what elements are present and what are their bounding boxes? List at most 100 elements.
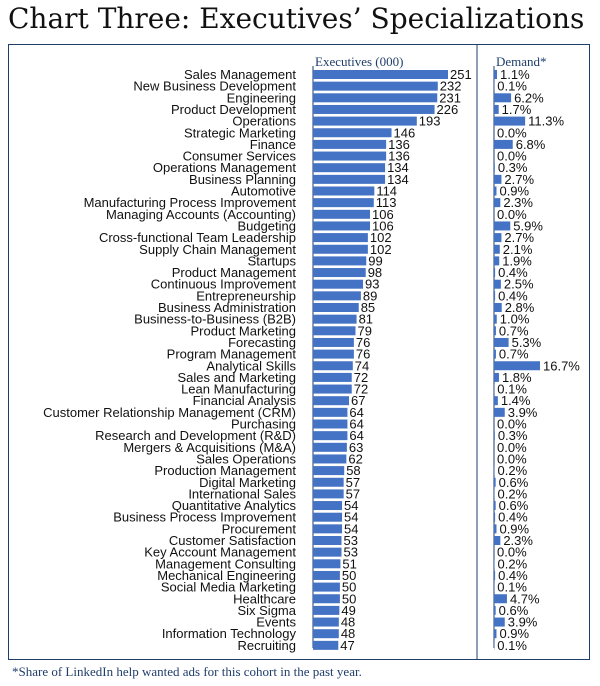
- executives-value-label: 72: [354, 370, 368, 385]
- executives-bar: [313, 605, 340, 615]
- demand-value-label: 0.1%: [497, 580, 527, 595]
- demand-value-label: 2.5%: [504, 277, 534, 292]
- category-label: Purchasing: [231, 417, 296, 432]
- category-label: Manufacturing Process Improvement: [84, 195, 297, 210]
- executives-value-label: 74: [355, 358, 369, 373]
- demand-bar: [494, 512, 496, 522]
- demand-value-label: 0.1%: [497, 382, 527, 397]
- executives-value-label: 114: [376, 184, 397, 199]
- executives-bar: [313, 186, 375, 196]
- category-label: Recruiting: [237, 638, 296, 653]
- category-label: Consumer Services: [183, 149, 297, 164]
- demand-bar: [494, 489, 495, 499]
- category-label: Entrepreneurship: [196, 288, 296, 303]
- demand-header: Demand*: [496, 54, 547, 69]
- demand-value-label: 2.3%: [503, 195, 533, 210]
- category-label: Lean Manufacturing: [181, 382, 296, 397]
- executives-value-label: 67: [351, 393, 365, 408]
- demand-bar: [494, 570, 496, 580]
- category-label: Forecasting: [228, 335, 296, 350]
- category-label: Production Management: [154, 463, 296, 478]
- executives-value-label: 62: [348, 451, 362, 466]
- executives-bar: [313, 268, 366, 278]
- demand-bar: [494, 279, 501, 289]
- demand-value-label: 5.3%: [512, 335, 542, 350]
- demand-bar: [494, 221, 511, 231]
- category-label: Management Consulting: [155, 556, 296, 571]
- demand-bar: [494, 174, 502, 184]
- executives-bar: [313, 291, 361, 301]
- executives-bar: [313, 536, 342, 545]
- demand-value-label: 2.8%: [505, 300, 535, 315]
- category-label: Mergers & Acquisitions (M&A): [123, 440, 296, 455]
- executives-value-label: 106: [372, 207, 394, 222]
- executives-bar: [313, 570, 340, 580]
- demand-value-label: 0.7%: [499, 347, 529, 362]
- demand-value-label: 0.4%: [498, 265, 528, 280]
- chart-frame: [8, 44, 590, 660]
- demand-value-label: 3.9%: [508, 615, 538, 630]
- executives-value-label: 63: [349, 440, 363, 455]
- demand-bar: [494, 70, 498, 79]
- demand-bar: [494, 617, 505, 627]
- category-label: Business Planning: [189, 172, 296, 187]
- category-label: Product Management: [172, 265, 297, 280]
- demand-value-label: 0.4%: [498, 510, 528, 525]
- demand-value-label: 0.4%: [498, 288, 528, 303]
- executives-bar: [313, 454, 347, 464]
- demand-bar: [494, 594, 507, 604]
- demand-bar: [494, 139, 513, 149]
- executives-value-label: 54: [344, 521, 358, 536]
- demand-bar: [494, 466, 495, 476]
- category-label: Strategic Marketing: [184, 125, 296, 140]
- executives-bar: [313, 407, 348, 417]
- executives-bar: [313, 326, 356, 336]
- category-label: Business-to-Business (B2B): [134, 312, 296, 327]
- demand-value-label: 11.3%: [528, 114, 564, 129]
- category-label: Information Technology: [162, 626, 297, 641]
- executives-value-label: 102: [370, 242, 392, 257]
- executives-value-label: 136: [388, 137, 410, 152]
- executives-value-label: 251: [450, 67, 472, 82]
- category-label: Finance: [250, 137, 296, 152]
- demand-bar: [494, 396, 498, 406]
- category-label: Events: [256, 615, 296, 630]
- category-label: Mechanical Engineering: [157, 568, 296, 583]
- demand-bar: [494, 314, 497, 324]
- demand-value-label: 0.0%: [497, 545, 527, 560]
- demand-value-label: 1.7%: [502, 102, 532, 117]
- executives-value-label: 106: [372, 218, 394, 233]
- demand-value-label: 0.3%: [498, 160, 528, 175]
- executives-bar: [313, 128, 392, 138]
- executives-bar: [313, 116, 417, 126]
- executives-value-label: 193: [419, 114, 441, 129]
- executives-value-label: 47: [340, 638, 354, 653]
- category-label: Business Process Improvement: [113, 510, 296, 525]
- executives-bar: [313, 303, 359, 312]
- demand-bar: [494, 256, 500, 266]
- demand-value-label: 16.7%: [543, 358, 580, 373]
- executives-bar: [313, 524, 343, 534]
- category-label: Sales and Marketing: [177, 370, 296, 385]
- demand-value-label: 0.6%: [499, 475, 529, 490]
- executives-value-label: 98: [368, 265, 382, 280]
- demand-value-label: 4.7%: [510, 591, 540, 606]
- executives-bar: [313, 314, 357, 324]
- category-label: Automotive: [231, 184, 296, 199]
- executives-value-label: 72: [354, 382, 368, 397]
- executives-value-label: 53: [344, 545, 358, 560]
- demand-value-label: 0.6%: [499, 603, 529, 618]
- executives-value-label: 89: [363, 288, 377, 303]
- category-label: International Sales: [188, 486, 296, 501]
- executives-bar: [313, 431, 348, 441]
- executives-bar: [313, 279, 364, 289]
- demand-value-label: 0.1%: [497, 638, 527, 653]
- demand-value-label: 0.9%: [499, 184, 529, 199]
- executives-bar: [313, 151, 387, 161]
- category-label: Startups: [248, 253, 297, 268]
- executives-value-label: 64: [349, 405, 363, 420]
- category-label: Budgeting: [237, 218, 296, 233]
- executives-header: Executives (000): [315, 54, 403, 69]
- demand-bar: [494, 326, 496, 336]
- demand-value-label: 0.0%: [497, 440, 527, 455]
